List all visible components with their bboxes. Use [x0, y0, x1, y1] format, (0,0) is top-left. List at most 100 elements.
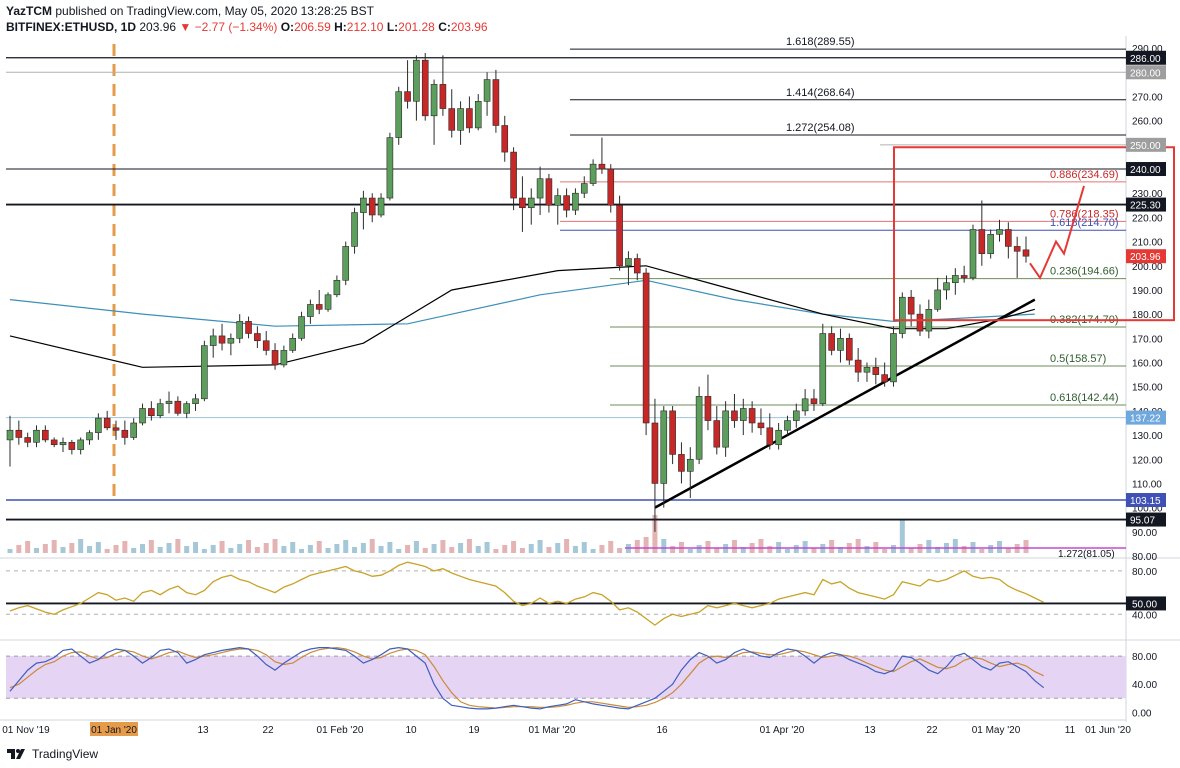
volume-bar [908, 548, 914, 553]
price-label: 240.00 [1130, 165, 1161, 176]
x-tick-label: 01 Feb '20 [317, 725, 364, 736]
volume-bar [502, 545, 508, 553]
volume-bar [60, 547, 66, 553]
candle-body [307, 304, 314, 317]
candle-body [386, 137, 394, 199]
candle-body [333, 279, 341, 296]
candle-body [439, 84, 447, 109]
fib-level-label: 0.236(194.66) [1050, 266, 1119, 278]
ohlc-legend: BITFINEX:ETHUSD, 1D 203.96 ▼ −2.77 (−1.3… [6, 20, 488, 34]
fib-extension-label: 1.618(289.55) [786, 36, 855, 48]
price-label-bg [1126, 493, 1166, 508]
volume-bar [113, 545, 119, 553]
volume-bar [25, 541, 31, 553]
candle-body [536, 178, 544, 199]
candle-body [156, 403, 164, 417]
candle-body [686, 458, 694, 472]
price-label-bg [1126, 410, 1166, 425]
volume-bar [890, 545, 896, 553]
candle-body [315, 304, 323, 310]
volume-bar [996, 541, 1002, 553]
price-label-bg [1126, 512, 1166, 527]
volume-bar [802, 541, 808, 553]
stoch-k-line [9, 646, 1045, 710]
volume-bar [714, 548, 720, 553]
candle-body [430, 84, 438, 117]
volume-bar [634, 540, 640, 553]
volume-bar [882, 549, 888, 553]
volume-bar [387, 542, 393, 553]
author-name[interactable]: YazTCM [6, 4, 53, 18]
volume-bar [246, 540, 252, 553]
volume-bar [334, 544, 340, 553]
volume-bar [988, 545, 994, 553]
volume-bar [104, 549, 110, 553]
candle-body [342, 246, 350, 281]
candle-body [854, 359, 862, 373]
candle-body [846, 338, 853, 361]
candle-body [766, 427, 774, 446]
volume-bar [661, 539, 667, 553]
volume-bar [7, 549, 13, 553]
candle-body [86, 432, 93, 441]
rsi-value-bg [1126, 596, 1166, 611]
volume-bar [599, 545, 605, 553]
volume-bar [1005, 548, 1011, 553]
x-tick-label: 01 Jan '20 [91, 725, 137, 736]
candle-body [280, 350, 288, 366]
candle-body [227, 338, 235, 344]
volume-bar [449, 547, 455, 553]
volume-bar [608, 541, 614, 553]
volume-bar [811, 548, 817, 553]
candle-body [731, 410, 738, 421]
candle-body [987, 234, 994, 254]
y-tick-label: 190.00 [1132, 286, 1163, 297]
candle-body [527, 197, 535, 209]
candle-body [245, 321, 252, 334]
candle-body [872, 367, 880, 375]
volume-bar [793, 545, 799, 553]
tradingview-brand[interactable]: TradingView [32, 747, 99, 761]
candle-body [174, 400, 182, 414]
candle-body [254, 333, 261, 342]
candle-body [748, 408, 756, 424]
volume-bar [899, 519, 905, 553]
stoch-d-line [9, 646, 1044, 709]
volume-bar [537, 540, 543, 553]
candle-body [183, 403, 190, 414]
price-label: 286.00 [1130, 54, 1161, 65]
volume-bar [157, 547, 163, 553]
volume-bar [405, 545, 411, 553]
candle-body [130, 422, 137, 438]
candle-body [201, 345, 208, 400]
volume-bar [193, 542, 199, 553]
candle-body [324, 294, 332, 310]
y-tick-label: 210.00 [1132, 238, 1163, 249]
y-tick-label: 220.00 [1132, 213, 1163, 224]
candle-body [792, 410, 800, 421]
candle-body [15, 429, 23, 438]
candle-body [42, 429, 49, 441]
y-tick-label: 290.00 [1132, 44, 1163, 55]
candle-body [395, 91, 403, 138]
volume-bar [617, 548, 623, 553]
volume-bar [140, 544, 146, 553]
low-label: L: [386, 20, 399, 34]
y-tick-label: 180.00 [1132, 310, 1163, 321]
price-label-bg [1126, 162, 1166, 177]
volume-bar [254, 547, 260, 553]
candle-body [598, 163, 606, 170]
candle-body [563, 195, 570, 211]
candle-body [33, 429, 40, 443]
y-tick-label: 170.00 [1132, 334, 1163, 345]
volume-bar [131, 548, 137, 553]
volume-bar [581, 542, 587, 553]
candle-body [501, 125, 509, 153]
price-label: 95.07 [1130, 516, 1155, 527]
y-tick-label: 110.00 [1132, 479, 1162, 490]
candle-body [466, 108, 473, 129]
candle-body [642, 272, 650, 424]
volume-bar [413, 541, 419, 553]
candle-body [819, 333, 827, 404]
